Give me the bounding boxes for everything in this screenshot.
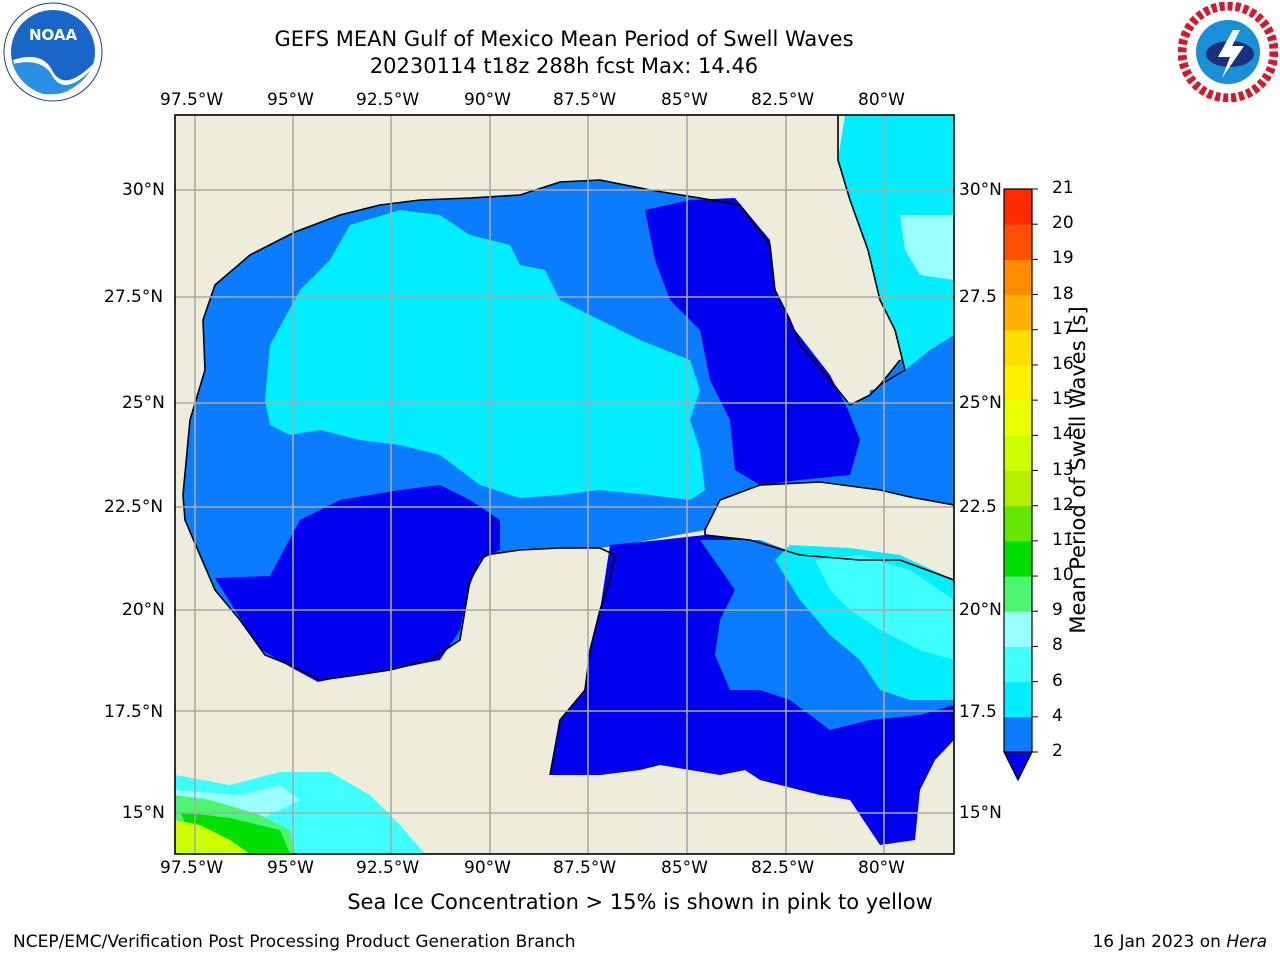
pacific-ocean-yellow-green (175, 820, 250, 854)
lon-label-top: 80°W (858, 90, 905, 110)
map-frame (174, 114, 955, 855)
sea-ice-note: Sea Ice Concentration > 15% is shown in … (347, 890, 933, 914)
colorbar-tick-label: 11 (1052, 529, 1074, 550)
lon-label-bottom: 92.5°W (356, 858, 420, 878)
lat-label-left: 30°N (122, 180, 165, 200)
lon-label-top: 82.5°W (751, 90, 815, 110)
lat-label-right: 20°N (959, 600, 1002, 620)
colorbar-tick-label: 2 (1052, 741, 1063, 761)
lon-label-top: 97.5°W (160, 90, 224, 110)
noaa-logo-text: NOAA (29, 26, 78, 44)
swell-zone-4-6s (265, 210, 705, 500)
lat-label-left: 15°N (122, 803, 165, 823)
lon-label-bottom: 95°W (267, 858, 314, 878)
colorbar-band (1004, 400, 1032, 436)
colorbar-tick-label: 8 (1052, 635, 1063, 656)
colorbar-band (1004, 364, 1032, 401)
lat-label-left: 22.5°N (104, 497, 164, 517)
lon-label-top: 90°W (464, 90, 511, 110)
colorbar-extend-triangle (1003, 751, 1033, 782)
florida-coastline (837, 115, 906, 386)
colorbar-band (1004, 681, 1032, 718)
atlantic-ocean-pale (900, 215, 954, 280)
colorbar-band (1004, 435, 1032, 471)
atlantic-ocean-light (838, 115, 954, 370)
colorbar-tick-label: 6 (1052, 670, 1063, 691)
colorbar-tick-label: 14 (1052, 424, 1074, 445)
colorbar-band (1004, 224, 1032, 260)
lat-label-left: 25°N (122, 393, 165, 413)
colorbar-tick-label: 10 (1052, 565, 1074, 586)
colorbar-band (1004, 611, 1032, 647)
credit-text: NCEP/EMC/Verification Post Processing Pr… (13, 932, 576, 952)
colorbar-tick-label: 16 (1052, 353, 1074, 374)
lon-label-bottom: 90°W (464, 858, 511, 878)
colorbar-band (1004, 294, 1032, 331)
lat-label-left: 20°N (122, 600, 165, 620)
colorbar-band (1004, 646, 1032, 683)
lon-label-bottom: 97.5°W (160, 858, 224, 878)
colorbar-band (1004, 259, 1032, 296)
date-credit: 16 Jan 2023 on Hera (1092, 932, 1267, 952)
colorbar-band (1004, 716, 1032, 753)
colorbar-tick-label: 4 (1052, 705, 1063, 726)
lat-label-right: 27.5 (959, 287, 997, 307)
colorbar-band (1004, 540, 1032, 577)
lon-label-bottom: 82.5°W (751, 858, 815, 878)
colorbar-band (1004, 329, 1032, 366)
colorbar-tick-label: 15 (1052, 389, 1074, 410)
colorbar-band (1004, 505, 1032, 542)
chart-title: GEFS MEAN Gulf of Mexico Mean Period of … (274, 27, 854, 51)
lat-label-right: 22.5 (959, 497, 997, 517)
colorbar-band (1004, 470, 1032, 507)
national-weather-service-logo (1178, 2, 1278, 102)
bahamas-ocean (865, 380, 954, 505)
swell-zone-deep-sw (215, 485, 500, 682)
colorbar-tick-label: 13 (1052, 459, 1074, 480)
noaa-logo: NOAA (3, 2, 103, 102)
lon-label-top: 92.5°W (356, 90, 420, 110)
lat-label-right: 17.5 (959, 702, 997, 722)
lon-label-bottom: 80°W (858, 858, 905, 878)
colorbar-band (1004, 576, 1032, 612)
lon-label-bottom: 87.5°W (553, 858, 617, 878)
colorbar-tick-label: 17 (1052, 318, 1074, 339)
lon-label-top: 85°W (661, 90, 708, 110)
colorbar-tick-label: 20 (1052, 213, 1074, 234)
map-grid (175, 115, 954, 854)
colorbar-band (1004, 189, 1032, 225)
lat-label-right: 15°N (959, 803, 1002, 823)
colorbar-tick-label: 21 (1052, 178, 1074, 198)
swell-zone-deep-east (645, 198, 860, 485)
lon-label-bottom: 85°W (661, 858, 708, 878)
lat-label-left: 27.5°N (104, 287, 164, 307)
lon-label-top: 87.5°W (553, 90, 617, 110)
colorbar-tick-label: 9 (1052, 600, 1063, 621)
host-text: Hera (1226, 932, 1267, 952)
cuba-land (707, 484, 954, 560)
chart-subtitle: 20230114 t18z 288h fcst Max: 14.46 (369, 54, 759, 78)
lat-label-left: 17.5°N (104, 702, 164, 722)
cuba-coastline (704, 481, 954, 581)
lat-label-right: 30°N (959, 180, 1002, 200)
lon-label-top: 95°W (267, 90, 314, 110)
lat-label-right: 25°N (959, 393, 1002, 413)
colorbar-tick-label: 18 (1052, 283, 1074, 304)
date-text: 16 Jan 2023 on (1092, 932, 1227, 952)
colorbar-tick-label: 19 (1052, 248, 1074, 269)
colorbar-tick-label: 12 (1052, 494, 1074, 515)
colorbar (1003, 188, 1038, 782)
gulf-coastline (182, 179, 901, 496)
